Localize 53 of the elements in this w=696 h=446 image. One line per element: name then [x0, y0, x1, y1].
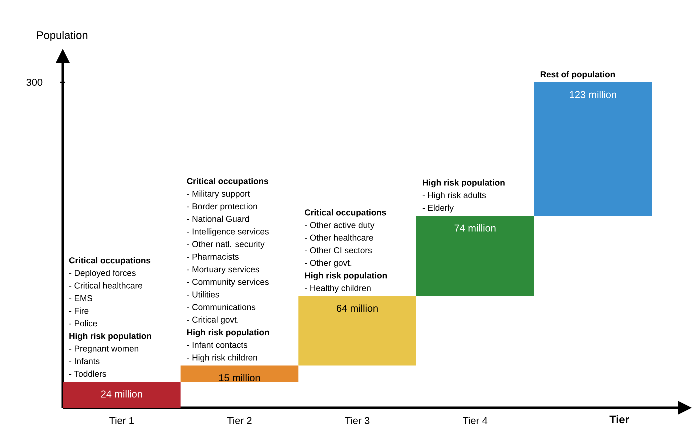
annotation: - Toddlers: [69, 370, 106, 378]
annotation: Critical occupations: [187, 178, 268, 186]
annotation: - Elderly: [422, 204, 454, 213]
annotation: - Mortuary services: [187, 266, 260, 274]
y-axis-title: Population: [37, 31, 88, 42]
annotation: - Infants: [69, 358, 100, 364]
annotation: Critical occupations: [69, 257, 151, 266]
data-label: 64 million: [337, 304, 378, 312]
data-label: 74 million: [454, 224, 496, 232]
annotation: - Other healthcare: [305, 234, 374, 241]
annotation: - Border protection: [187, 203, 258, 212]
annotation: - High risk children: [187, 354, 258, 362]
bar: [416, 216, 534, 296]
annotation: - Healthy children: [305, 285, 371, 294]
annotation: - Utilities: [187, 291, 220, 298]
annotation: - Other CI sectors: [305, 247, 372, 254]
annotation: - Critical healthcare: [69, 282, 142, 289]
bar: [63, 382, 181, 408]
annotation: - Other govt.: [305, 260, 352, 268]
annotation: - National Guard: [187, 216, 250, 222]
x-tick-label: Tier 1: [110, 417, 134, 424]
annotation: High risk population: [423, 180, 505, 188]
annotation: High risk population: [70, 332, 152, 341]
bar: [180, 366, 299, 382]
x-tick-label: Tier 2: [227, 417, 252, 424]
data-label: 123 million: [570, 91, 616, 98]
annotation: - Fire: [69, 308, 89, 314]
annotation: - Intelligence services: [187, 228, 269, 236]
annotation: - High risk adults: [422, 192, 486, 200]
x-tick-label: Tier 4: [463, 417, 488, 424]
annotation: - Infant contacts: [187, 342, 248, 348]
annotation: - EMS: [69, 295, 92, 302]
x-tick-label: Tier 3: [345, 417, 370, 424]
x-axis-title: Tier: [610, 416, 630, 424]
data-label: 15 million: [219, 374, 260, 382]
annotation: - Communications: [187, 304, 256, 310]
bar: [298, 296, 416, 366]
y-tick-label: 300: [26, 79, 43, 86]
annotation: - Military support: [187, 190, 250, 199]
bar: [534, 82, 652, 216]
annotation: Critical occupations: [305, 209, 386, 218]
annotation: - Other natl. security: [187, 241, 265, 250]
annotation: - Pharmacists: [187, 254, 239, 260]
annotation: - Pregnant women: [69, 346, 139, 354]
annotation: - Police: [69, 320, 98, 327]
annotation: - Community services: [187, 278, 269, 287]
annotation: - Deployed forces: [69, 270, 136, 278]
annotation: High risk population: [187, 329, 270, 338]
annotation: - Critical govt.: [187, 316, 238, 325]
data-label: 24 million: [101, 390, 142, 398]
annotation: Rest of population: [540, 71, 616, 80]
annotation: - Other active duty: [305, 222, 375, 230]
annotation: High risk population: [305, 272, 388, 280]
